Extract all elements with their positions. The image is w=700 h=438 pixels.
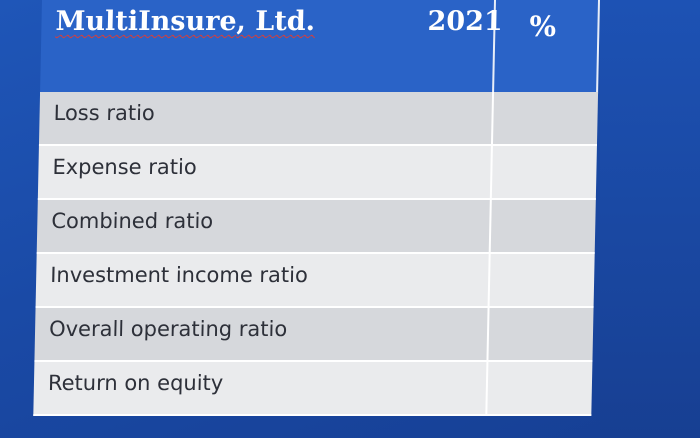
table-header: MultiInsure, Ltd. 2021 % [40, 0, 600, 94]
percent-column-header[interactable]: % [529, 10, 557, 43]
table-row-expense-ratio[interactable]: Expense ratio [37, 146, 597, 200]
ratio-table: MultiInsure, Ltd. 2021 % Loss ratio Expe… [33, 0, 600, 420]
cell-divider [487, 254, 491, 306]
company-name-header[interactable]: MultiInsure, Ltd. [55, 6, 315, 37]
table-row-investment-income-ratio[interactable]: Investment income ratio [35, 254, 595, 308]
company-name: MultiInsure [55, 6, 237, 37]
background-band [600, 0, 700, 438]
row-label: Expense ratio [52, 155, 197, 179]
cell-divider [489, 146, 493, 198]
row-label: Loss ratio [53, 101, 156, 125]
row-label: Overall operating ratio [48, 317, 288, 341]
year-column-header[interactable]: 2021 [427, 6, 504, 37]
table-row-overall-operating-ratio[interactable]: Overall operating ratio [34, 308, 594, 362]
cell-divider [485, 362, 489, 414]
cell-divider [486, 308, 490, 360]
table-body: Loss ratio Expense ratio Combined ratio … [33, 92, 599, 416]
row-label: Combined ratio [51, 209, 214, 233]
row-label: Investment income ratio [49, 263, 309, 287]
cell-divider [490, 92, 495, 144]
cell-divider [488, 200, 492, 252]
table-row-loss-ratio[interactable]: Loss ratio [38, 92, 599, 146]
row-label: Return on equity [47, 371, 224, 395]
table-row-return-on-equity[interactable]: Return on equity [33, 362, 593, 416]
company-suffix: , Ltd. [236, 6, 316, 37]
table-row-combined-ratio[interactable]: Combined ratio [36, 200, 596, 254]
